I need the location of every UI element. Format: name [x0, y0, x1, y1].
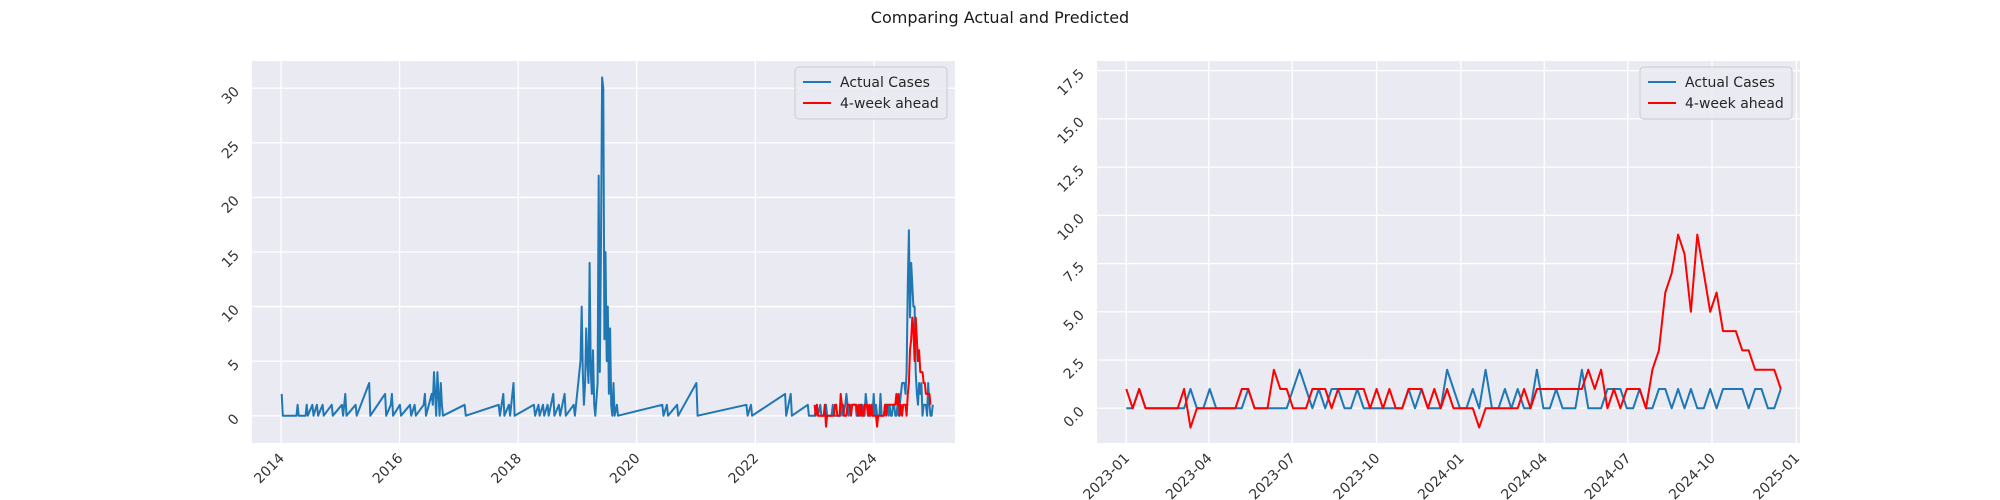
y-tick-label: 15.0: [1054, 114, 1087, 147]
x-tick-label: 2024-04: [1498, 450, 1551, 500]
y-tick-label: 10: [219, 302, 243, 326]
legend-label: 4-week ahead: [840, 96, 939, 112]
chart-panel-2: 0.0 2.5 5.0 7.5 10.0 12.5 15.0 17.5 2023-01 2023-…: [1054, 61, 1803, 500]
y-tick-label: 15: [219, 248, 243, 272]
series-line-actual-cases: [280, 76, 934, 417]
x-tick-label: 2024: [844, 450, 881, 487]
y-tick-label: 17.5: [1054, 66, 1087, 99]
x-tick-label: 2024-07: [1582, 451, 1635, 500]
legend-box: [1639, 66, 1793, 120]
y-tick-label: 0: [225, 411, 243, 429]
series-line-four-week-ahead: [813, 316, 932, 428]
x-tick-label: 2024-10: [1666, 451, 1719, 500]
x-tick-label: 2023-10: [1331, 451, 1384, 500]
y-tick-label: 10.0: [1054, 211, 1087, 244]
y-tick-label: 30: [219, 84, 243, 108]
series-line-four-week-ahead: [1125, 233, 1782, 429]
x-tick-label: 2025-01: [1750, 451, 1803, 500]
x-tick-label: 2016: [370, 450, 407, 487]
legend: Actual Cases 4-week ahead: [794, 66, 948, 120]
y-tick-label: 2.5: [1061, 356, 1088, 383]
legend-box: [794, 66, 948, 120]
x-tick-label: 2023-04: [1163, 450, 1216, 500]
y-tick-label: 0.0: [1061, 404, 1088, 431]
y-tick-label: 5.0: [1061, 307, 1088, 334]
legend-label: 4-week ahead: [1685, 96, 1784, 112]
x-tick-label: 2020: [607, 451, 644, 488]
y-tick-label: 20: [219, 193, 243, 217]
y-tick-label: 7.5: [1061, 259, 1088, 286]
x-tick-label: 2018: [489, 451, 526, 488]
figure-title: Comparing Actual and Predicted: [870, 8, 1130, 27]
chart-panel-1: 0 5 10 15 20 25 30 2014 2016 2018 2020 2022 2024 Actu…: [219, 61, 955, 487]
y-tick-label: 5: [225, 357, 243, 375]
legend-label: Actual Cases: [840, 75, 930, 91]
x-tick-label: 2022: [726, 451, 763, 488]
legend: Actual Cases 4-week ahead: [1639, 66, 1793, 120]
x-tick-label: 2023-01: [1080, 451, 1133, 500]
y-tick-label: 25: [219, 138, 243, 162]
x-tick-label: 2014: [251, 450, 288, 487]
y-tick-label: 12.5: [1054, 163, 1087, 196]
x-tick-label: 2023-07: [1246, 451, 1299, 500]
legend-label: Actual Cases: [1685, 75, 1775, 91]
x-tick-label: 2024-01: [1415, 451, 1468, 500]
